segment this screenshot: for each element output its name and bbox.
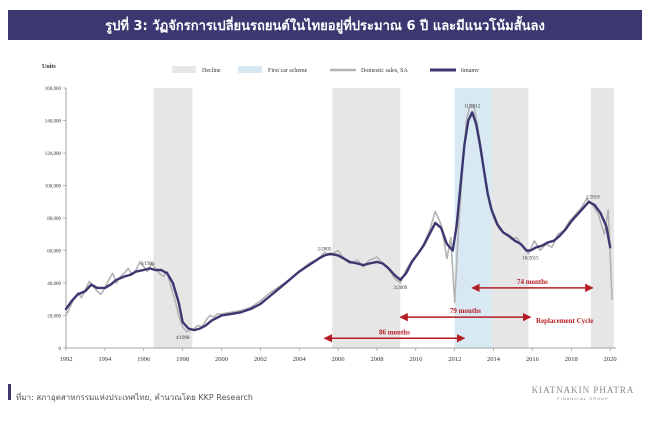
x-tick-label: 2008 xyxy=(370,356,383,363)
legend: Decline First car scheme Domestic sales, S… xyxy=(172,66,479,74)
shaded-regions xyxy=(153,88,615,348)
x-tick-label: 2016 xyxy=(526,356,540,363)
y-tick-label: 60,000 xyxy=(47,250,61,255)
x-tick-label: 2000 xyxy=(215,356,228,363)
shaded-region-decline xyxy=(491,88,529,348)
y-tick-label: 0 xyxy=(59,347,62,352)
cycle-label: 79 months xyxy=(450,307,481,315)
y-tick-label: 100,000 xyxy=(45,185,62,190)
y-tick-label: 80,000 xyxy=(47,217,61,222)
logo-subtitle: FINANCIAL GROUP xyxy=(557,396,609,401)
data-annotation: 3/2009 xyxy=(393,286,407,291)
data-annotation: 11/2012 xyxy=(464,104,481,109)
x-tick-label: 2020 xyxy=(604,356,617,363)
cycle-label: 74 months xyxy=(517,278,548,286)
legend-swatch-decline xyxy=(172,66,196,73)
data-annotation: 4/1998 xyxy=(176,336,190,341)
y-tick-label: 20,000 xyxy=(47,315,61,320)
data-annotation: 10/2015 xyxy=(522,257,539,262)
shaded-region-first_car xyxy=(454,88,492,348)
company-logo: KIATNAKIN PHATRA FINANCIAL GROUP xyxy=(528,385,638,401)
shaded-region-decline xyxy=(332,88,401,348)
axes: 0 20,000 40,000 60,000 80,000 100,000 120,000 1… xyxy=(45,87,617,363)
y-tick-label: 140,000 xyxy=(45,120,62,125)
x-tick-label: 2006 xyxy=(332,356,346,363)
source-marker xyxy=(8,384,11,400)
y-tick-label: 40,000 xyxy=(47,282,61,287)
y-tick-label: 160,000 xyxy=(45,87,62,92)
shaded-region-decline xyxy=(153,88,193,348)
legend-swatch-first-car xyxy=(238,66,262,73)
series-line-6mamv xyxy=(64,111,612,332)
series-lines xyxy=(64,103,613,333)
x-tick-label: 1996 xyxy=(137,356,151,363)
data-annotation: 3/1996 xyxy=(141,262,155,267)
x-tick-label: 1994 xyxy=(98,356,112,363)
cycle-label: 86 months xyxy=(379,328,410,336)
cycle-arrows: 74 months 79 months 86 months Replacement C… xyxy=(323,278,594,343)
replacement-cycle-label: Replacement Cycle xyxy=(536,317,593,325)
replacement-cycle-chart: 0 20,000 40,000 60,000 80,000 100,000 120,000 1… xyxy=(42,64,617,363)
x-tick-label: 2004 xyxy=(293,356,307,363)
y-tick-label: 120,000 xyxy=(45,152,62,157)
data-annotation: 5/2005 xyxy=(318,247,332,252)
x-tick-label: 2010 xyxy=(409,356,422,363)
annotations: 3/1996 4/1998 5/2005 3/2009 11/2012 10/2015 1/… xyxy=(141,104,600,341)
x-tick-label: 2014 xyxy=(487,356,501,363)
logo-name: KIATNAKIN PHATRA xyxy=(531,385,635,395)
legend-label-domestic: Domestic sales, SA xyxy=(361,68,408,74)
x-tick-label: 2002 xyxy=(254,356,267,363)
x-tick-label: 2012 xyxy=(448,356,461,363)
legend-label-decline: Decline xyxy=(202,68,221,74)
page-title: รูปที่ 3: วัฏจักรการเปลี่ยนรถยนต์ในไทยอย… xyxy=(8,10,642,40)
x-tick-label: 1998 xyxy=(176,356,189,363)
data-annotation: 1/2019 xyxy=(586,195,600,200)
legend-label-first-car: First car scheme xyxy=(268,68,308,74)
x-tick-label: 1992 xyxy=(60,356,73,363)
legend-label-6mamv: 6mamv xyxy=(461,68,479,74)
x-tick-label: 2018 xyxy=(565,356,578,363)
source-text: ที่มา: สภาอุตสาหกรรมแห่งประเทศไทย, คำนวณ… xyxy=(16,393,253,402)
y-axis-label: Units xyxy=(42,64,56,70)
